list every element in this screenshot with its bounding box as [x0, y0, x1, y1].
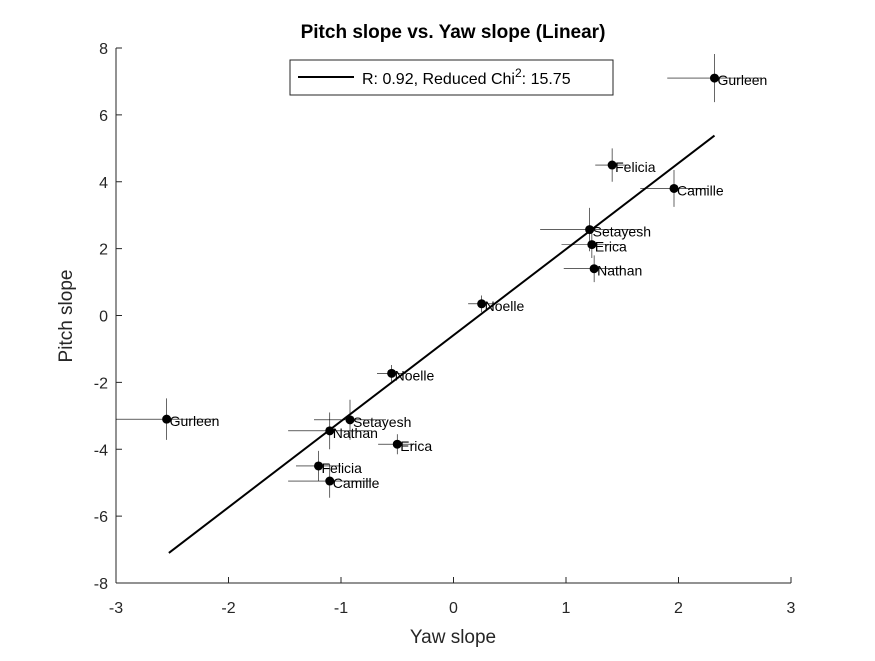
point-label: Camille [677, 182, 724, 198]
legend-entry-value: : 15.75 [522, 71, 571, 88]
data-point [589, 264, 599, 274]
y-tick-label: -8 [94, 576, 108, 593]
point-label: Gurleen [170, 413, 220, 429]
data-point [345, 415, 355, 425]
legend-entry-superscript: 2 [515, 66, 522, 80]
y-tick-label: 6 [99, 108, 108, 125]
y-tick-label: -4 [94, 442, 108, 459]
x-tick-label: 0 [449, 600, 458, 617]
point-label: Felicia [322, 460, 363, 476]
data-point [710, 73, 719, 83]
data-point [587, 240, 597, 250]
x-tick-label: 3 [787, 600, 796, 617]
point-label: Felicia [615, 159, 656, 175]
fit-line [168, 134, 716, 554]
point-label: Setayesh [593, 224, 651, 240]
data-point [325, 476, 335, 486]
x-tick-label: -3 [109, 600, 123, 617]
x-axis-label: Yaw slope [410, 627, 496, 648]
point-label: Setayesh [353, 414, 411, 430]
legend-entry-text: R: 0.92, Reduced Chi [362, 71, 515, 88]
data-point [314, 461, 323, 471]
data-point [392, 439, 402, 449]
y-tick-label: 0 [99, 309, 108, 326]
data-point [607, 160, 617, 170]
y-tick-label: 8 [99, 41, 108, 58]
point-label: Erica [400, 438, 432, 454]
point-label: Gurleen [718, 72, 768, 88]
data-point [162, 414, 172, 424]
legend-entry: R: 0.92, Reduced Chi2: 15.75 [362, 66, 571, 88]
y-tick-label: -6 [94, 509, 108, 526]
x-tick-label: -2 [221, 600, 235, 617]
axes: -3 -2 -1 0 1 2 3 -8 -6 -4 -2 0 2 4 6 8 [94, 41, 796, 617]
y-axis-label: Pitch slope [56, 270, 77, 363]
point-label: Noelle [485, 298, 525, 314]
data-point [387, 368, 397, 378]
legend: R: 0.92, Reduced Chi2: 15.75 [289, 59, 614, 96]
point-label: Camille [333, 475, 380, 491]
chart-title: Pitch slope vs. Yaw slope (Linear) [301, 22, 606, 43]
data-point [325, 426, 335, 436]
x-tick-label: 2 [674, 600, 683, 617]
fit-line-group [168, 134, 716, 554]
point-label: Noelle [395, 367, 435, 383]
point-label: Nathan [333, 425, 378, 441]
x-tick-label: -1 [334, 600, 348, 617]
point-label: Nathan [597, 263, 642, 279]
y-tick-label: 2 [99, 242, 108, 259]
data-point [669, 183, 679, 193]
y-tick-label: 4 [99, 175, 108, 192]
data-points: GurleenFeliciaCamilleSetayeshEricaNathan… [116, 54, 767, 498]
y-tick-label: -2 [94, 375, 108, 392]
point-label: Erica [595, 239, 627, 255]
x-tick-label: 1 [562, 600, 571, 617]
data-point [477, 299, 487, 309]
